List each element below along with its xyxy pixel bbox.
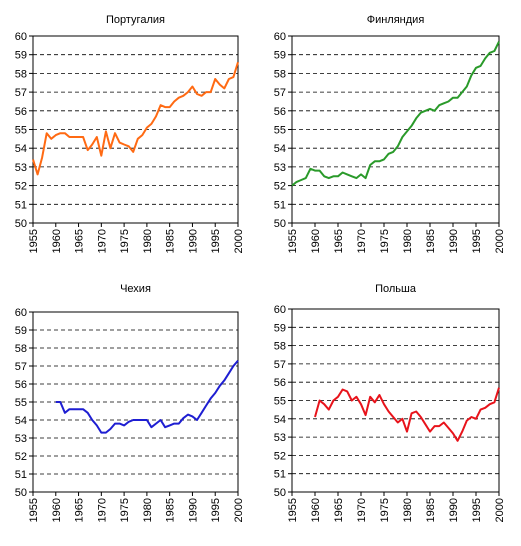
y-tick-label: 50 [15,487,27,499]
x-tick-label: 1955 [287,229,299,253]
x-tick-label: 1960 [310,229,322,253]
y-tick-label: 54 [15,143,27,155]
y-tick-label: 56 [274,377,286,389]
x-tick-label: 1970 [356,498,368,522]
x-tick-label: 1955 [28,498,40,522]
x-tick-label: 1995 [471,229,483,253]
y-tick-label: 58 [15,343,27,355]
y-tick-label: 54 [274,414,286,426]
y-tick-label: 60 [15,307,27,319]
x-tick-label: 1965 [333,229,345,253]
x-tick-label: 1965 [333,498,345,522]
y-tick-label: 52 [274,181,286,193]
y-tick-label: 52 [15,181,27,193]
y-tick-label: 59 [15,50,27,62]
y-tick-label: 53 [15,433,27,445]
series-line [291,41,500,187]
chart-title: Чехия [120,283,151,295]
y-tick-label: 51 [274,199,286,211]
x-tick-label: 1995 [210,229,222,253]
y-tick-label: 59 [274,322,286,334]
y-tick-label: 55 [274,125,286,137]
y-tick-label: 50 [15,218,27,230]
y-tick-label: 52 [15,451,27,463]
y-tick-label: 53 [15,162,27,174]
y-tick-label: 60 [274,304,286,316]
y-tick-label: 57 [274,359,286,371]
x-tick-label: 1985 [425,229,437,253]
y-tick-label: 58 [15,68,27,80]
chart-panel-2: Чехия 50 51 52 53 54 55 56 57 58 59 60 1955 1960 1965 1… [15,283,245,522]
x-tick-label: 1980 [402,498,414,522]
x-tick-label: 1970 [356,229,368,253]
x-tick-label: 1980 [142,498,154,522]
y-tick-label: 57 [15,87,27,99]
y-tick-label: 60 [274,31,286,43]
y-tick-label: 53 [274,162,286,174]
x-tick-label: 1955 [287,498,299,522]
series-line [314,387,500,442]
y-tick-label: 59 [15,325,27,337]
y-tick-label: 57 [274,87,286,99]
y-tick-label: 55 [15,397,27,409]
chart-title: Португалия [106,14,165,26]
x-tick-label: 1970 [96,498,108,522]
x-tick-label: 1955 [28,229,40,253]
x-tick-label: 1960 [310,498,322,522]
y-tick-label: 56 [15,379,27,391]
y-tick-label: 55 [274,396,286,408]
y-tick-label: 59 [274,50,286,62]
x-tick-label: 1985 [165,229,177,253]
x-tick-label: 1975 [379,498,391,522]
chart-title: Польша [375,283,417,295]
x-tick-label: 1960 [51,498,63,522]
y-tick-label: 60 [15,31,27,43]
x-tick-label: 1990 [448,229,460,253]
y-tick-label: 50 [274,218,286,230]
y-tick-label: 51 [274,469,286,481]
y-tick-label: 57 [15,361,27,373]
x-tick-label: 1975 [119,498,131,522]
x-tick-label: 1990 [448,498,460,522]
series-line [55,359,239,434]
x-tick-label: 1995 [471,498,483,522]
y-tick-label: 58 [274,341,286,353]
y-tick-label: 51 [15,469,27,481]
y-tick-label: 58 [274,68,286,80]
x-tick-label: 2000 [494,229,506,253]
y-tick-label: 55 [15,125,27,137]
x-tick-label: 1975 [379,229,391,253]
x-tick-label: 1985 [165,498,177,522]
y-tick-label: 51 [15,199,27,211]
x-tick-label: 1995 [210,498,222,522]
y-tick-label: 54 [15,415,27,427]
chart-panel-3: Польша 50 51 52 53 54 55 56 57 58 59 60 1955 1960 1965… [274,283,506,522]
y-tick-label: 54 [274,143,286,155]
y-tick-label: 56 [274,106,286,118]
x-tick-label: 1965 [74,498,86,522]
x-tick-label: 1980 [142,229,154,253]
x-tick-label: 2000 [233,229,245,253]
chart-panel-1: Финляндия 50 51 52 53 54 55 56 57 58 59 60 1955 1960 1… [274,14,506,253]
x-tick-label: 1985 [425,498,437,522]
y-tick-label: 53 [274,432,286,444]
y-tick-label: 56 [15,106,27,118]
y-tick-label: 50 [274,487,286,499]
x-tick-label: 2000 [494,498,506,522]
series-line [32,61,239,176]
x-tick-label: 1970 [96,229,108,253]
y-tick-label: 52 [274,450,286,462]
x-tick-label: 1990 [187,229,199,253]
x-tick-label: 1980 [402,229,414,253]
x-tick-label: 2000 [233,498,245,522]
x-tick-label: 1990 [187,498,199,522]
x-tick-label: 1975 [119,229,131,253]
chart-panel-0: Португалия 50 51 52 53 54 55 56 57 58 59 60 1955 1960… [15,14,245,253]
chart-title: Финляндия [367,14,425,26]
x-tick-label: 1965 [74,229,86,253]
x-tick-label: 1960 [51,229,63,253]
